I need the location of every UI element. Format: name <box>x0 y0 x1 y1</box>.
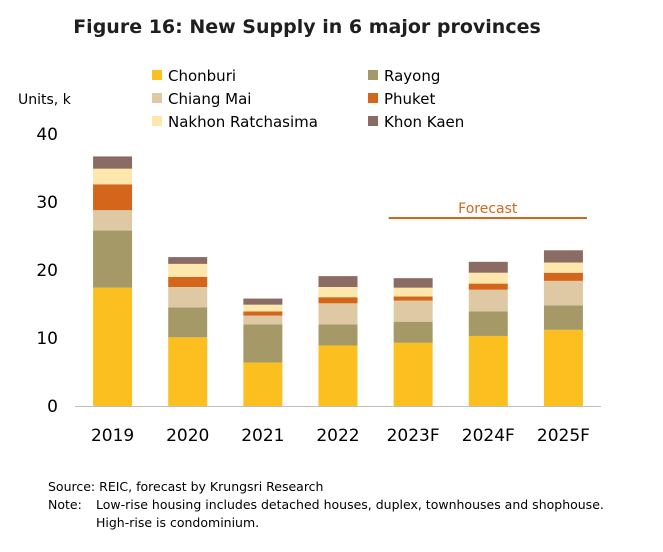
bar-rayong-2021 <box>243 324 283 363</box>
bar-nakhon-ratchasima-2024f <box>468 272 508 284</box>
legend-swatch-phuket <box>368 93 378 103</box>
bar-chonburi-2022 <box>318 345 358 406</box>
legend-label-chiang-mai: Chiang Mai <box>168 90 251 108</box>
note-row: Note: Low-rise housing includes detached… <box>48 496 604 514</box>
bar-chiang-mai-2025f <box>543 280 583 306</box>
bar-nakhon-ratchasima-2022 <box>318 287 358 298</box>
bar-rayong-2020 <box>168 307 208 338</box>
bar-chiang-mai-2024f <box>468 289 508 312</box>
note-line-1: Low-rise housing includes detached house… <box>96 497 604 512</box>
bar-phuket-2021 <box>243 311 283 316</box>
x-tick-label-2021: 2021 <box>241 426 284 446</box>
bars <box>93 156 583 406</box>
x-tick-label-2024f: 2024F <box>462 426 515 446</box>
bar-khon-kaen-2024f <box>468 261 508 273</box>
bar-chonburi-2024f <box>468 335 508 406</box>
bar-phuket-2025f <box>543 272 583 281</box>
x-tick-label-2019: 2019 <box>91 426 134 446</box>
source-label: Source: <box>48 479 96 494</box>
bar-chiang-mai-2019 <box>93 210 133 231</box>
bar-phuket-2020 <box>168 276 208 287</box>
bar-khon-kaen-2019 <box>93 156 133 169</box>
forecast-label: Forecast <box>458 201 518 217</box>
bar-chiang-mai-2023f <box>393 300 433 322</box>
bar-rayong-2023f <box>393 321 433 343</box>
bar-rayong-2024f <box>468 311 508 336</box>
bar-nakhon-ratchasima-2020 <box>168 263 208 277</box>
y-tick-label-40: 40 <box>36 125 58 145</box>
chart-title: Figure 16: New Supply in 6 major provinc… <box>73 16 541 38</box>
axes: 0 10 20 30 40 2019 2020 2021 2022 2023F 2024F 2025F <box>36 125 601 446</box>
source-text: REIC, forecast by Krungsri Research <box>99 479 324 494</box>
footnotes: Source: REIC, forecast by Krungsri Resea… <box>48 478 604 532</box>
bar-khon-kaen-2023f <box>393 278 433 288</box>
bar-chonburi-2021 <box>243 362 283 406</box>
bar-chonburi-2019 <box>93 287 133 406</box>
y-tick-label-0: 0 <box>47 397 58 417</box>
bar-rayong-2019 <box>93 230 133 288</box>
bar-chiang-mai-2020 <box>168 287 208 308</box>
bar-chiang-mai-2021 <box>243 315 283 325</box>
bar-phuket-2024f <box>468 283 508 290</box>
stacked-bar-chart: Figure 16: New Supply in 6 major provinc… <box>18 16 601 446</box>
legend-label-nakhon-ratchasima: Nakhon Ratchasima <box>168 113 318 131</box>
legend-label-chonburi: Chonburi <box>168 67 236 85</box>
bar-chonburi-2025f <box>543 329 583 406</box>
legend-swatch-rayong <box>368 70 378 80</box>
legend-label-khon-kaen: Khon Kaen <box>384 113 464 131</box>
bar-khon-kaen-2025f <box>543 250 583 263</box>
bar-rayong-2025f <box>543 305 583 330</box>
note-line-2: High-rise is condominium. <box>96 515 260 530</box>
y-tick-label-30: 30 <box>36 193 58 213</box>
bar-phuket-2023f <box>393 296 433 301</box>
legend-label-phuket: Phuket <box>384 90 435 108</box>
bar-rayong-2022 <box>318 324 358 346</box>
y-tick-label-10: 10 <box>36 329 58 349</box>
bar-chonburi-2020 <box>168 337 208 406</box>
note-row-2: High-rise is condominium. <box>48 514 604 532</box>
bar-nakhon-ratchasima-2025f <box>543 262 583 273</box>
bar-khon-kaen-2021 <box>243 298 283 305</box>
legend: Chonburi Rayong Chiang Mai Phuket Nakhon Rat… <box>152 67 464 131</box>
y-tick-label-20: 20 <box>36 261 58 281</box>
legend-label-rayong: Rayong <box>384 67 440 85</box>
bar-nakhon-ratchasima-2023f <box>393 287 433 297</box>
x-tick-label-2023f: 2023F <box>387 426 440 446</box>
y-axis-label: Units, k <box>18 92 72 108</box>
bar-phuket-2019 <box>93 184 133 211</box>
bar-chiang-mai-2022 <box>318 303 358 325</box>
x-tick-label-2025f: 2025F <box>537 426 590 446</box>
bar-khon-kaen-2020 <box>168 257 208 264</box>
bar-phuket-2022 <box>318 297 358 304</box>
x-tick-label-2020: 2020 <box>166 426 209 446</box>
bar-khon-kaen-2022 <box>318 276 358 287</box>
forecast-annotation: Forecast <box>388 201 587 219</box>
legend-swatch-chonburi <box>152 70 162 80</box>
legend-swatch-chiang-mai <box>152 93 162 103</box>
bar-nakhon-ratchasima-2021 <box>243 304 283 312</box>
x-tick-label-2022: 2022 <box>316 426 359 446</box>
legend-swatch-khon-kaen <box>368 116 378 126</box>
bar-nakhon-ratchasima-2019 <box>93 168 133 185</box>
bar-chonburi-2023f <box>393 342 433 406</box>
legend-swatch-nakhon-ratchasima <box>152 116 162 126</box>
source-row: Source: REIC, forecast by Krungsri Resea… <box>48 478 604 496</box>
note-label: Note: <box>48 497 82 512</box>
